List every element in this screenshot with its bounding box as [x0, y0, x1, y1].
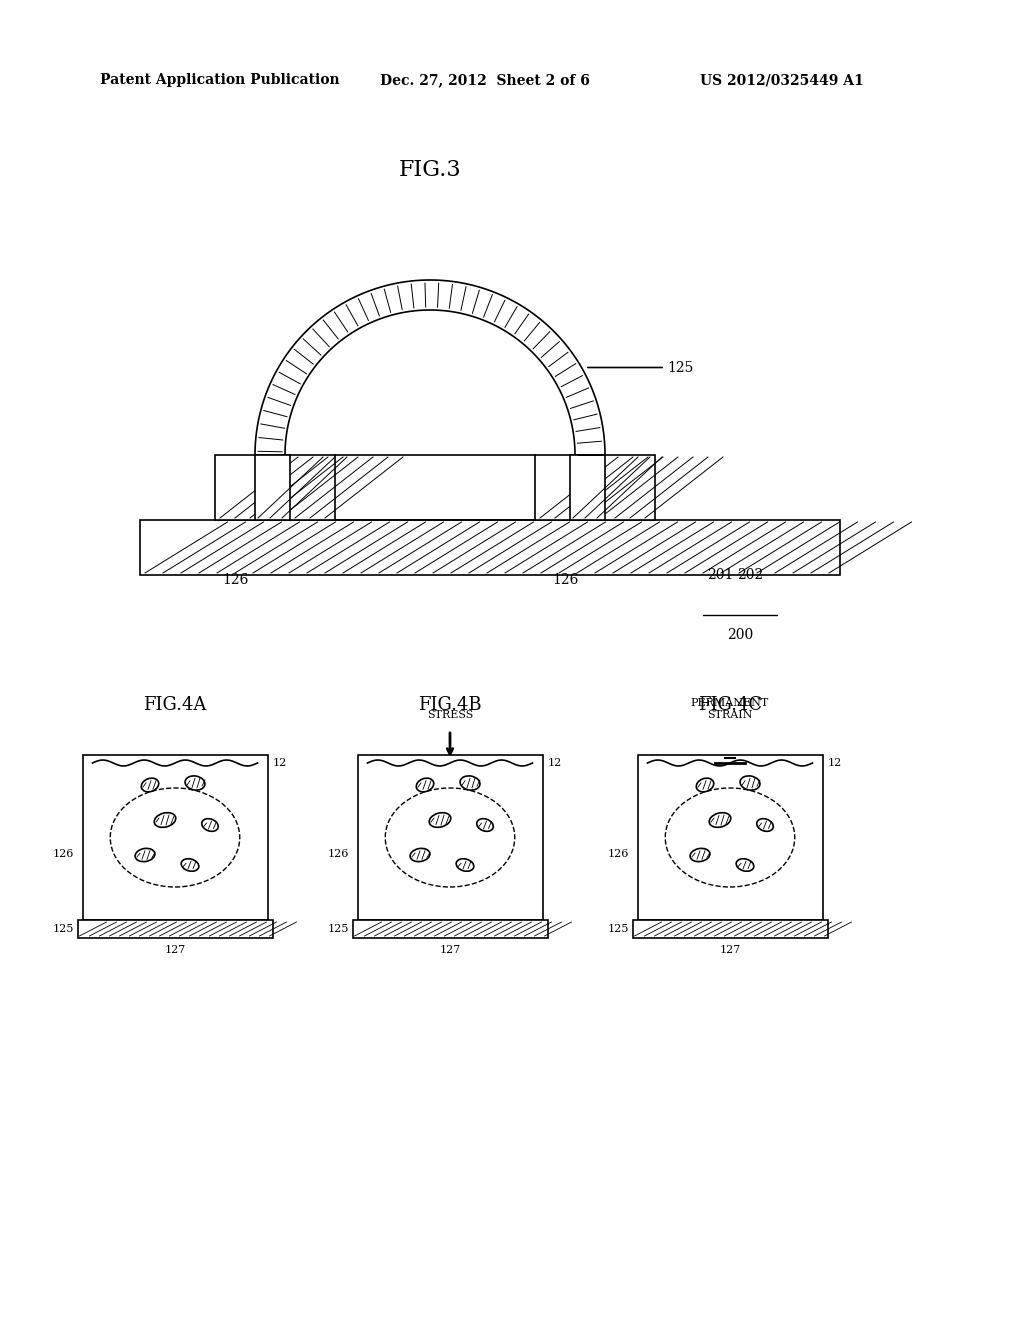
Ellipse shape: [757, 818, 773, 832]
Text: 127: 127: [720, 945, 740, 954]
Ellipse shape: [736, 859, 754, 871]
Text: 126: 126: [53, 849, 75, 859]
Text: 125: 125: [328, 924, 349, 935]
Ellipse shape: [690, 849, 710, 862]
Text: 125: 125: [608, 924, 630, 935]
Text: 126: 126: [222, 573, 248, 587]
Bar: [638, 755, 822, 920]
Bar: [352, 920, 548, 939]
Text: FIG.4C: FIG.4C: [698, 696, 762, 714]
Bar: [633, 920, 827, 939]
Bar: [78, 920, 272, 939]
Text: 125: 125: [667, 360, 693, 375]
Ellipse shape: [460, 776, 480, 791]
Text: 13: 13: [362, 775, 377, 785]
Ellipse shape: [185, 776, 205, 791]
Text: Patent Application Publication: Patent Application Publication: [100, 73, 340, 87]
Ellipse shape: [710, 813, 731, 828]
Text: FIG.4B: FIG.4B: [418, 696, 482, 714]
Text: 126: 126: [328, 849, 349, 859]
Ellipse shape: [155, 813, 176, 828]
Text: 127: 127: [165, 945, 185, 954]
Bar: [140, 520, 840, 576]
Ellipse shape: [135, 849, 155, 862]
Bar: [535, 455, 655, 520]
Bar: [255, 455, 290, 520]
Bar: [215, 455, 335, 520]
Ellipse shape: [141, 779, 159, 792]
Text: PERMANENT
STRAIN: PERMANENT STRAIN: [691, 698, 769, 719]
Text: 12: 12: [272, 758, 287, 768]
Text: 127: 127: [439, 945, 461, 954]
Text: 11: 11: [83, 833, 97, 842]
Bar: [357, 755, 543, 920]
Polygon shape: [255, 280, 605, 455]
Text: 11: 11: [358, 833, 373, 842]
Text: 125: 125: [53, 924, 75, 935]
Text: FIG.3: FIG.3: [398, 158, 462, 181]
Text: 11: 11: [638, 833, 652, 842]
Text: Dec. 27, 2012  Sheet 2 of 6: Dec. 27, 2012 Sheet 2 of 6: [380, 73, 590, 87]
Text: 200: 200: [727, 628, 753, 642]
Ellipse shape: [477, 818, 494, 832]
Ellipse shape: [416, 779, 434, 792]
Ellipse shape: [202, 818, 218, 832]
Bar: [83, 755, 267, 920]
Ellipse shape: [429, 813, 451, 828]
Ellipse shape: [456, 859, 474, 871]
Text: 12: 12: [827, 758, 842, 768]
Text: 12: 12: [548, 758, 562, 768]
Text: 13: 13: [87, 775, 101, 785]
Ellipse shape: [181, 859, 199, 871]
Bar: [570, 455, 605, 520]
Text: US 2012/0325449 A1: US 2012/0325449 A1: [700, 73, 864, 87]
Ellipse shape: [410, 849, 430, 862]
Text: 201: 201: [707, 568, 733, 582]
Ellipse shape: [740, 776, 760, 791]
Text: 13: 13: [642, 775, 656, 785]
Text: 202: 202: [737, 568, 763, 582]
Text: 126: 126: [608, 849, 630, 859]
Text: 126: 126: [552, 573, 579, 587]
Ellipse shape: [696, 779, 714, 792]
Text: STRESS: STRESS: [427, 710, 473, 719]
Text: FIG.4A: FIG.4A: [143, 696, 207, 714]
